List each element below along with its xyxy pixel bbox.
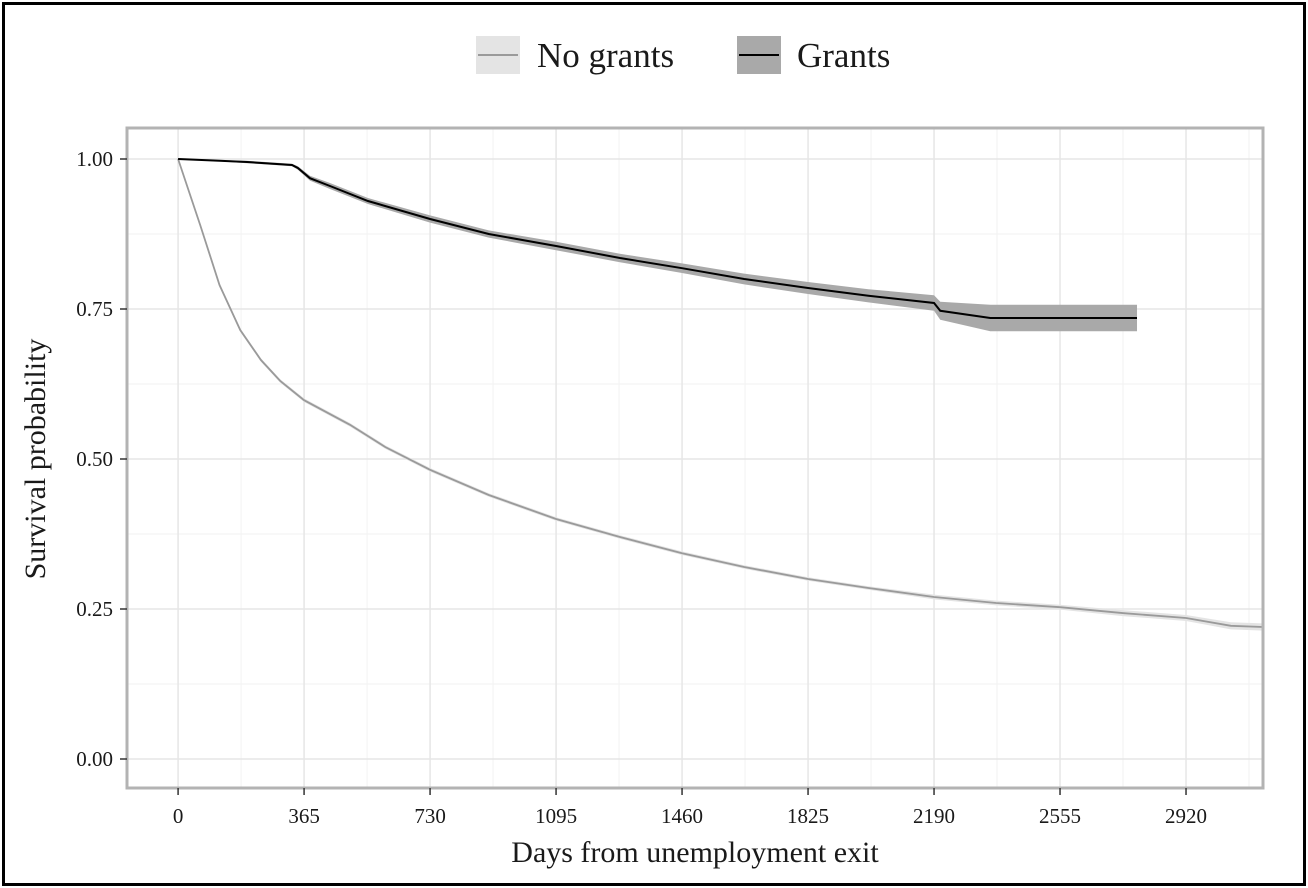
y-axis-label: Survival probability	[19, 339, 52, 580]
survival-line-no-grants	[177, 158, 1264, 628]
x-tick-label: 1825	[787, 804, 829, 828]
legend-label-no-grants: No grants	[537, 36, 674, 75]
gridlines	[127, 128, 1263, 788]
confidence-band-grants	[178, 159, 1138, 332]
legend-label-grants: Grants	[797, 36, 890, 75]
x-tick-label: 1095	[535, 804, 577, 828]
y-tick-label: 0.25	[76, 597, 113, 621]
x-axis-label: Days from unemployment exit	[511, 836, 879, 869]
x-tick-label: 365	[288, 804, 320, 828]
x-tick-label: 2555	[1039, 804, 1081, 828]
confidence-bands	[178, 159, 1264, 631]
x-axis-ticks: 0 365 730 1095 1460 1825 2190 2555 2920	[173, 788, 1207, 828]
x-tick-label: 2920	[1165, 804, 1207, 828]
survival-lines	[177, 158, 1264, 628]
y-tick-label: 0.00	[76, 747, 113, 771]
x-tick-label: 1460	[661, 804, 703, 828]
y-tick-label: 0.75	[76, 297, 113, 321]
x-tick-label: 2190	[913, 804, 955, 828]
y-tick-label: 0.50	[76, 447, 113, 471]
plot-panel-border	[125, 126, 1265, 790]
y-axis-ticks: 0.00 0.25 0.50 0.75 1.00	[76, 147, 127, 771]
survival-line-grants	[178, 158, 1138, 319]
legend: No grants Grants	[476, 36, 890, 75]
x-tick-label: 0	[173, 804, 184, 828]
confidence-band-no-grants	[178, 159, 1264, 631]
y-tick-label: 1.00	[76, 147, 113, 171]
x-tick-label: 730	[414, 804, 446, 828]
